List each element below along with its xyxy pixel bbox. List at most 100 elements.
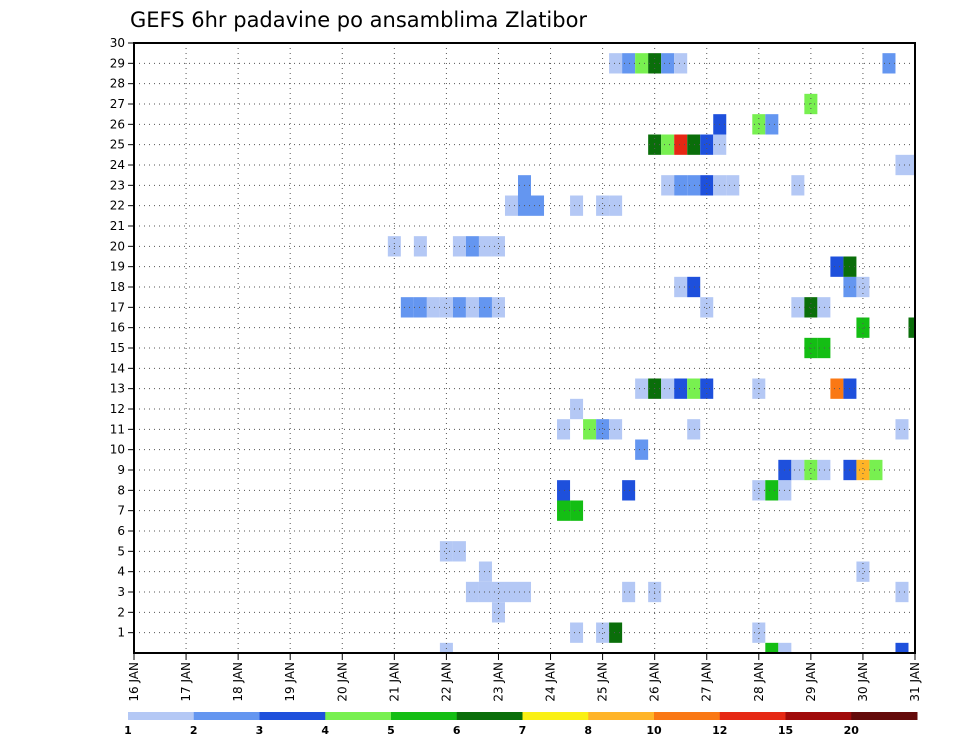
x-tick-label: 20 JAN bbox=[335, 662, 349, 702]
colorbar-segment bbox=[522, 712, 589, 720]
data-cell bbox=[622, 581, 636, 603]
colorbar-segment bbox=[851, 712, 918, 720]
x-tick-label: 29 JAN bbox=[804, 662, 818, 702]
colorbar-label: 8 bbox=[584, 724, 592, 737]
colorbar-segment bbox=[719, 712, 786, 720]
data-cell bbox=[661, 175, 675, 196]
data-cell bbox=[752, 480, 766, 501]
data-cell bbox=[661, 53, 675, 74]
y-tick-label: 10 bbox=[110, 443, 125, 457]
colorbar-segment bbox=[391, 712, 458, 720]
x-tick-label: 31 JAN bbox=[908, 662, 922, 702]
data-cell bbox=[869, 459, 883, 481]
data-cell bbox=[557, 419, 571, 440]
data-cell bbox=[557, 500, 571, 521]
x-tick-label: 22 JAN bbox=[439, 662, 453, 702]
x-tick-label: 23 JAN bbox=[491, 662, 505, 702]
data-cell bbox=[596, 419, 610, 440]
y-tick-label: 5 bbox=[117, 544, 125, 558]
data-cell bbox=[465, 236, 479, 257]
data-cell bbox=[674, 53, 688, 74]
data-cell bbox=[661, 378, 675, 399]
y-tick-label: 12 bbox=[110, 402, 125, 416]
data-cell bbox=[439, 297, 453, 318]
y-tick-label: 29 bbox=[110, 56, 125, 70]
data-cell bbox=[908, 317, 915, 338]
x-axis: 16 JAN 17 JAN 18 JAN 19 JAN 20 JAN 21 JAN 22 J… bbox=[127, 653, 922, 702]
y-tick-label: 30 bbox=[110, 36, 125, 50]
y-tick-label: 19 bbox=[110, 260, 125, 274]
colorbar-label: 1 bbox=[124, 724, 132, 737]
data-cell bbox=[791, 459, 805, 481]
data-cell bbox=[439, 541, 453, 562]
data-cell bbox=[687, 276, 701, 298]
grid-lines bbox=[134, 43, 915, 653]
x-tick-label: 16 JAN bbox=[127, 662, 141, 702]
y-tick-label: 17 bbox=[110, 300, 125, 314]
data-cell bbox=[413, 297, 427, 318]
x-tick-label: 27 JAN bbox=[700, 662, 714, 702]
x-tick-label: 25 JAN bbox=[596, 662, 610, 702]
data-cell bbox=[570, 622, 584, 643]
data-cell bbox=[687, 175, 701, 196]
y-tick-label: 21 bbox=[110, 219, 125, 233]
data-cell bbox=[413, 236, 427, 257]
data-cell bbox=[700, 297, 714, 318]
data-cell bbox=[830, 378, 844, 399]
colorbar-label: 12 bbox=[712, 724, 727, 737]
data-cell bbox=[674, 134, 688, 155]
x-tick-label: 21 JAN bbox=[387, 662, 401, 702]
data-cell bbox=[622, 480, 636, 501]
data-cell bbox=[504, 581, 518, 603]
data-cell bbox=[596, 195, 610, 216]
data-cell bbox=[478, 581, 492, 603]
colorbar-label: 2 bbox=[190, 724, 198, 737]
data-cell bbox=[856, 459, 870, 481]
data-cell bbox=[622, 53, 636, 74]
data-cell bbox=[752, 622, 766, 643]
data-cell bbox=[908, 154, 915, 176]
y-tick-label: 1 bbox=[117, 626, 125, 640]
data-cell bbox=[895, 581, 909, 603]
data-cell bbox=[557, 480, 571, 501]
colorbar-label: 15 bbox=[778, 724, 793, 737]
data-cell bbox=[687, 419, 701, 440]
data-cell bbox=[817, 297, 831, 318]
data-cell bbox=[531, 195, 545, 216]
data-cell bbox=[504, 195, 518, 216]
colorbar-segment bbox=[193, 712, 260, 720]
colorbar-segment bbox=[128, 712, 195, 720]
y-tick-label: 20 bbox=[110, 239, 125, 253]
data-cell bbox=[856, 561, 870, 582]
data-cell bbox=[400, 297, 414, 318]
data-cell bbox=[609, 195, 623, 216]
colorbar-label: 7 bbox=[519, 724, 527, 737]
colorbar-label: 20 bbox=[844, 724, 860, 737]
data-cell bbox=[895, 642, 909, 653]
data-cell bbox=[895, 154, 909, 176]
data-cell bbox=[674, 175, 688, 196]
data-cell bbox=[791, 297, 805, 318]
data-cell bbox=[491, 297, 505, 318]
colorbar-label: 3 bbox=[256, 724, 264, 737]
data-cell bbox=[765, 114, 779, 135]
data-cell bbox=[687, 134, 701, 155]
data-cell bbox=[609, 622, 623, 643]
data-cell bbox=[817, 337, 831, 359]
data-cell bbox=[700, 175, 714, 196]
x-tick-label: 19 JAN bbox=[283, 662, 297, 702]
data-cell bbox=[478, 297, 492, 318]
data-cell bbox=[895, 419, 909, 440]
y-tick-label: 15 bbox=[110, 341, 125, 355]
y-tick-label: 14 bbox=[110, 361, 125, 375]
colorbar-label: 10 bbox=[646, 724, 662, 737]
data-cell bbox=[765, 642, 779, 653]
data-cell bbox=[465, 581, 479, 603]
colorbar-segment bbox=[325, 712, 392, 720]
y-tick-label: 16 bbox=[110, 321, 125, 335]
data-cell bbox=[856, 276, 870, 298]
data-cell bbox=[570, 500, 584, 521]
y-tick-label: 6 bbox=[117, 524, 125, 538]
data-cell bbox=[635, 439, 649, 460]
data-cell bbox=[661, 134, 675, 155]
